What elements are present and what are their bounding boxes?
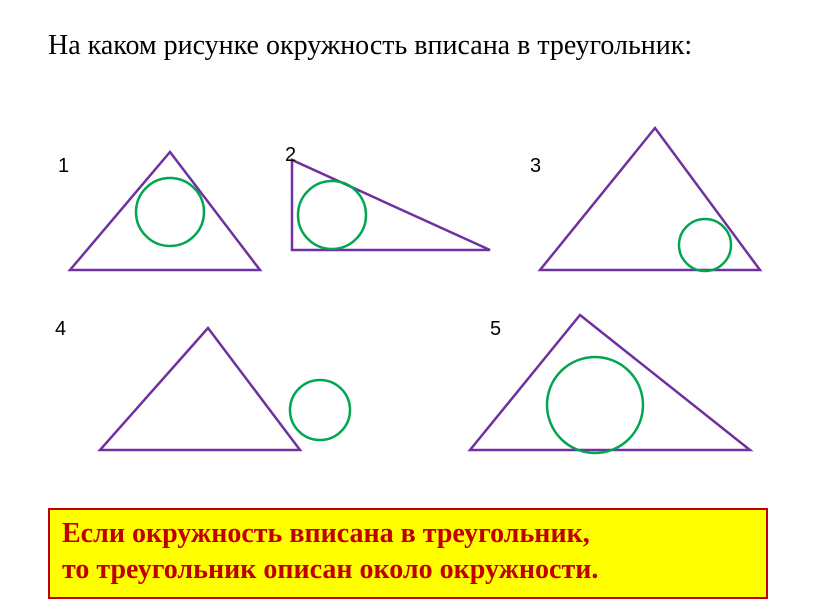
triangle-2 <box>292 160 490 250</box>
figure-5 <box>460 300 760 460</box>
triangle-5 <box>470 315 750 450</box>
label-4: 4 <box>55 318 66 341</box>
triangle-3 <box>540 128 760 270</box>
circle-1 <box>136 178 204 246</box>
answer-line-2: то треугольник описан около окружности. <box>62 552 754 588</box>
triangle-4 <box>100 328 300 450</box>
figure-2 <box>280 150 500 260</box>
label-3: 3 <box>530 155 541 178</box>
label-2: 2 <box>285 144 296 167</box>
label-1: 1 <box>58 155 69 178</box>
circle-3 <box>679 219 731 271</box>
triangle-1 <box>70 152 260 270</box>
question-title: На каком рисунке окружность вписана в тр… <box>48 30 692 62</box>
circle-5 <box>547 357 643 453</box>
figure-3 <box>530 120 770 280</box>
answer-highlight: Если окружность вписана в треугольник, т… <box>48 508 768 599</box>
answer-line-1: Если окружность вписана в треугольник, <box>62 516 754 552</box>
figure-1 <box>60 140 270 280</box>
figure-4 <box>90 310 380 460</box>
label-5: 5 <box>490 318 501 341</box>
circle-2 <box>298 181 366 249</box>
circle-4 <box>290 380 350 440</box>
